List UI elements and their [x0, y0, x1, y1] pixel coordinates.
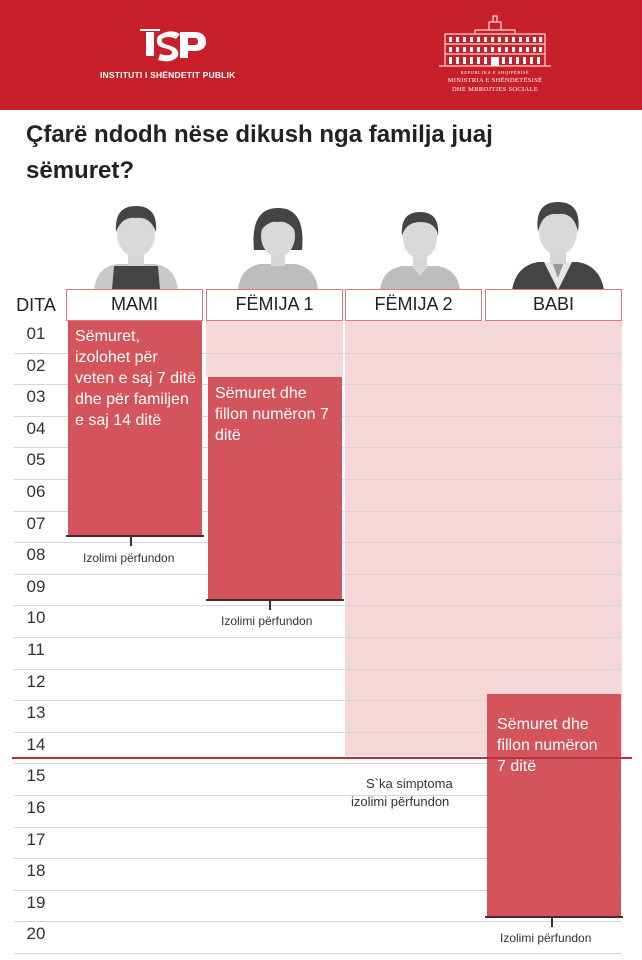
grid-line	[14, 700, 622, 701]
ministry-logo: REPUBLIKA E SHQIPËRISË MINISTRIA E SHËND…	[420, 14, 570, 96]
day-number: 14	[26, 734, 46, 754]
femija1-pre-onset-band	[206, 321, 343, 377]
babi-end-label: Izolimi përfundon	[500, 931, 592, 945]
day-number: 05	[26, 450, 46, 470]
day-number: 11	[27, 640, 45, 659]
ministry-building-icon	[439, 15, 551, 67]
day-number: 04	[26, 418, 46, 438]
grid-line	[14, 890, 622, 891]
mami-end-tick	[130, 536, 132, 546]
grid-line	[14, 353, 622, 354]
column-header-mami: MAMI	[66, 289, 203, 321]
grid-line	[14, 605, 622, 606]
grid-line	[14, 858, 622, 859]
babi-bar-text: Sëmuret dhe fillon numëron 7 ditë	[497, 716, 598, 775]
mami-end-line	[66, 535, 204, 537]
femija1-isolation-bar	[208, 377, 342, 599]
isp-logo: INSTITUTI I SHËNDETIT PUBLIK	[100, 26, 245, 86]
day-number: 17	[26, 829, 46, 849]
grid-line	[14, 732, 622, 733]
column-header-femija1: FËMIJA 1	[206, 289, 343, 321]
babi-end-line	[485, 916, 623, 918]
femija2-note: S`ka simptoma izolimi përfundon	[351, 775, 486, 811]
day-number: 01	[26, 324, 46, 343]
ministry-name-line2: DHE MBROJTJES SOCIALE	[451, 86, 539, 93]
grid-line	[14, 921, 622, 922]
femija1-bar-text: Sëmuret dhe fillon numëron 7 ditë	[215, 385, 329, 444]
babi-isolation-bar	[487, 694, 621, 916]
femija1-end-tick	[269, 600, 271, 610]
woman-avatar-icon	[94, 206, 178, 290]
day-number: 08	[26, 545, 46, 565]
grid-line	[14, 795, 622, 796]
day-number: 15	[26, 766, 46, 786]
babi-end-tick	[551, 917, 553, 927]
ministry-republic-line: REPUBLIKA E SHQIPËRISË	[460, 70, 530, 75]
femija1-end-label: Izolimi përfundon	[221, 614, 313, 628]
grid-line	[14, 669, 622, 670]
page-title: Çfarë ndodh nëse dikush nga familja juaj…	[26, 121, 493, 184]
day-number: 03	[26, 387, 46, 407]
grid-line	[14, 763, 622, 764]
day-number: 02	[26, 355, 46, 375]
day-number: 19	[26, 892, 46, 912]
day14-marker-line	[12, 757, 632, 759]
day-number: 07	[26, 513, 46, 533]
mami-bar-text: Sëmuret, izolohet për veten e saj 7 ditë…	[75, 328, 196, 429]
day-number: 09	[26, 576, 46, 596]
grid-line	[14, 827, 622, 828]
femija1-end-line	[206, 599, 344, 601]
day-number: 12	[26, 671, 46, 691]
column-header-femija2: FËMIJA 2	[345, 289, 482, 321]
femija2-babi-isolation-band	[345, 321, 622, 756]
girl-avatar-icon	[238, 208, 318, 290]
grid-line	[14, 953, 622, 954]
day-number: 10	[26, 608, 46, 628]
isp-logo-mark-icon	[140, 29, 206, 62]
day-number: 06	[26, 482, 46, 501]
day-number: 16	[26, 798, 46, 817]
day-number: 20	[26, 924, 46, 944]
ministry-name-line1: MINISTRIA E SHËNDETËSISË	[447, 77, 543, 84]
day-number: 13	[26, 703, 46, 723]
femija2-note-line2: izolimi përfundon	[351, 794, 450, 809]
boy-avatar-icon	[380, 212, 460, 290]
femija2-note-line1: S`ka simptoma	[366, 776, 453, 791]
mami-isolation-bar	[68, 321, 202, 535]
column-header-babi: BABI	[485, 289, 622, 321]
mami-end-label: Izolimi përfundon	[83, 551, 175, 565]
grid-line	[14, 637, 622, 638]
day-number: 18	[26, 861, 46, 881]
header-banner: INSTITUTI I SHËNDETIT PUBLIK REPUBLIKA E…	[0, 0, 642, 110]
day-column-header: DITA	[16, 295, 56, 315]
man-avatar-icon	[512, 202, 604, 290]
isp-org-name: INSTITUTI I SHËNDETIT PUBLIK	[100, 70, 236, 80]
